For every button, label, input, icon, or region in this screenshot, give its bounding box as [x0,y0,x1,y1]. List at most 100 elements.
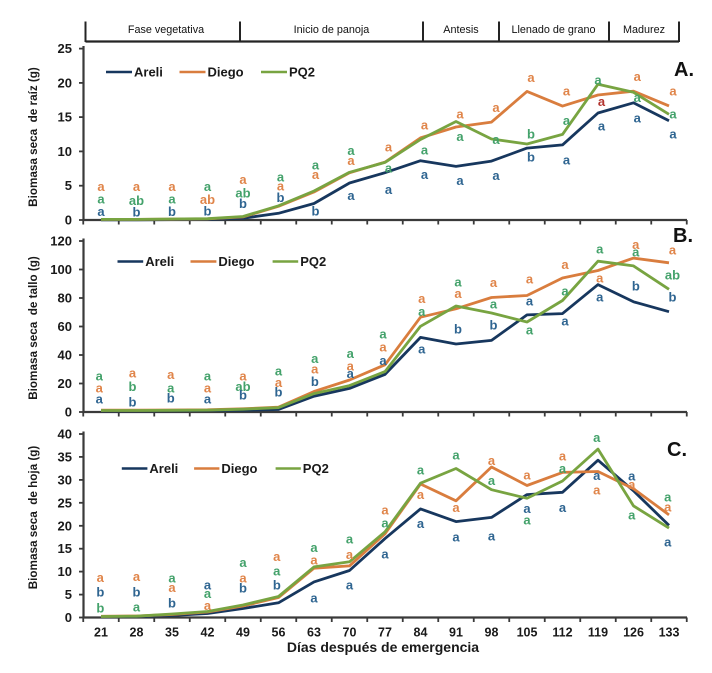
svg-text:a: a [168,179,176,194]
svg-text:70: 70 [343,626,357,640]
svg-text:a: a [452,529,460,544]
svg-text:PQ2: PQ2 [300,254,326,269]
svg-text:a: a [632,237,640,252]
svg-text:a: a [492,100,500,115]
svg-text:a: a [628,477,636,492]
svg-text:a: a [488,473,496,488]
svg-text:a: a [204,586,212,601]
svg-text:a: a [379,327,387,342]
svg-text:a: a [526,272,534,287]
svg-text:84: 84 [414,626,428,640]
svg-text:a: a [204,391,212,406]
svg-text:a: a [490,297,498,312]
svg-text:a: a [96,380,104,395]
svg-text:a: a [561,284,569,299]
svg-text:133: 133 [659,626,680,640]
svg-text:25: 25 [58,41,72,56]
svg-text:a: a [168,192,176,207]
svg-text:Biomasa seca de tallo (g): Biomasa seca de tallo (g) [27,256,40,400]
svg-text:0: 0 [65,610,72,625]
svg-text:Diego: Diego [208,65,244,80]
svg-text:a: a [669,243,677,258]
svg-text:a: a [664,534,672,549]
svg-text:Antesis: Antesis [443,24,479,36]
svg-text:5: 5 [65,178,72,193]
svg-text:a: a [593,483,601,498]
svg-text:a: a [167,380,175,395]
svg-text:120: 120 [50,234,72,249]
svg-text:a: a [456,107,464,122]
svg-text:5: 5 [65,587,72,602]
svg-text:a: a [96,391,104,406]
svg-text:91: 91 [449,626,463,640]
svg-text:a: a [312,158,320,173]
svg-text:a: a [347,143,355,158]
svg-text:a: a [523,501,531,516]
svg-text:a: a [664,499,672,514]
svg-text:b: b [273,578,281,593]
svg-text:15: 15 [58,110,72,125]
svg-text:100: 100 [50,262,72,277]
svg-text:Diego: Diego [218,254,254,269]
svg-text:a: a [456,129,464,144]
svg-text:a: a [239,369,247,384]
svg-text:40: 40 [58,427,72,442]
svg-text:49: 49 [236,626,250,640]
svg-text:a: a [596,242,604,257]
svg-text:ab: ab [235,186,250,201]
svg-text:a: a [417,463,425,478]
svg-text:a: a [168,571,176,586]
svg-text:a: a [563,153,571,168]
svg-text:40: 40 [58,348,72,363]
svg-text:119: 119 [588,626,608,640]
svg-text:a: a [347,366,355,381]
svg-text:b: b [490,317,498,332]
svg-text:Fase vegetativa: Fase vegetativa [128,24,204,36]
svg-text:60: 60 [58,319,72,334]
svg-text:a: a [385,140,393,155]
svg-text:a: a [418,342,426,357]
svg-text:a: a [168,580,176,595]
svg-text:a: a [379,340,387,355]
svg-text:a: a [421,167,429,182]
svg-text:b: b [168,204,176,219]
svg-text:a: a [133,599,141,614]
svg-text:112: 112 [552,626,572,640]
svg-text:35: 35 [58,449,72,464]
svg-text:20: 20 [58,376,72,391]
svg-text:Biomasa seca de raíz (g): Biomasa seca de raíz (g) [27,67,40,207]
svg-text:a: a [347,346,355,361]
svg-text:0: 0 [65,213,72,228]
svg-text:b: b [669,289,677,304]
svg-text:b: b [96,600,104,615]
svg-text:a: a [310,590,318,605]
svg-text:b: b [527,127,535,142]
svg-text:56: 56 [272,626,286,640]
svg-text:a: a [347,359,355,374]
svg-text:PQ2: PQ2 [289,65,315,80]
svg-text:a: a [594,73,602,88]
svg-text:Días después de emergencia: Días después de emergencia [287,639,479,655]
svg-text:a: a [97,179,105,194]
svg-text:a: a [311,362,319,377]
svg-text:a: a [277,170,285,185]
svg-text:b: b [277,190,285,205]
svg-text:ab: ab [200,192,215,207]
svg-text:b: b [632,278,640,293]
svg-text:ab: ab [129,193,144,208]
svg-text:a: a [204,369,212,384]
svg-text:b: b [239,388,247,403]
svg-text:a: a [421,118,429,133]
svg-text:a: a [311,351,319,366]
svg-text:b: b [133,585,141,600]
svg-text:a: a [523,513,531,528]
svg-text:a: a [454,274,462,289]
svg-text:10: 10 [58,144,72,159]
svg-text:a: a [634,69,642,84]
svg-text:b: b [129,395,137,410]
svg-text:A.: A. [674,59,694,81]
svg-text:C.: C. [667,439,687,461]
svg-text:a: a [385,161,393,176]
svg-text:Madurez: Madurez [623,24,665,36]
svg-text:a: a [417,516,425,531]
